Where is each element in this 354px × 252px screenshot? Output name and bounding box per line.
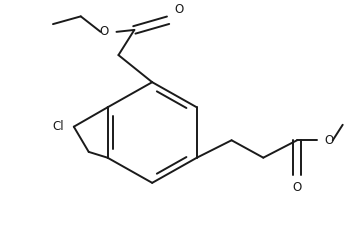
Text: O: O	[174, 3, 183, 16]
Text: Cl: Cl	[52, 120, 64, 133]
Text: O: O	[99, 25, 109, 38]
Text: O: O	[325, 134, 334, 147]
Text: O: O	[292, 181, 302, 194]
